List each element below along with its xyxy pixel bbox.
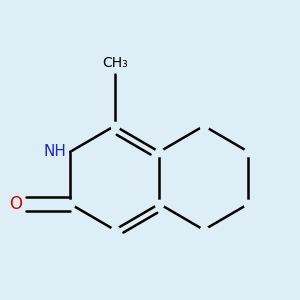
Text: CH₃: CH₃: [102, 56, 128, 70]
Text: NH: NH: [44, 144, 66, 159]
Text: O: O: [9, 195, 22, 213]
